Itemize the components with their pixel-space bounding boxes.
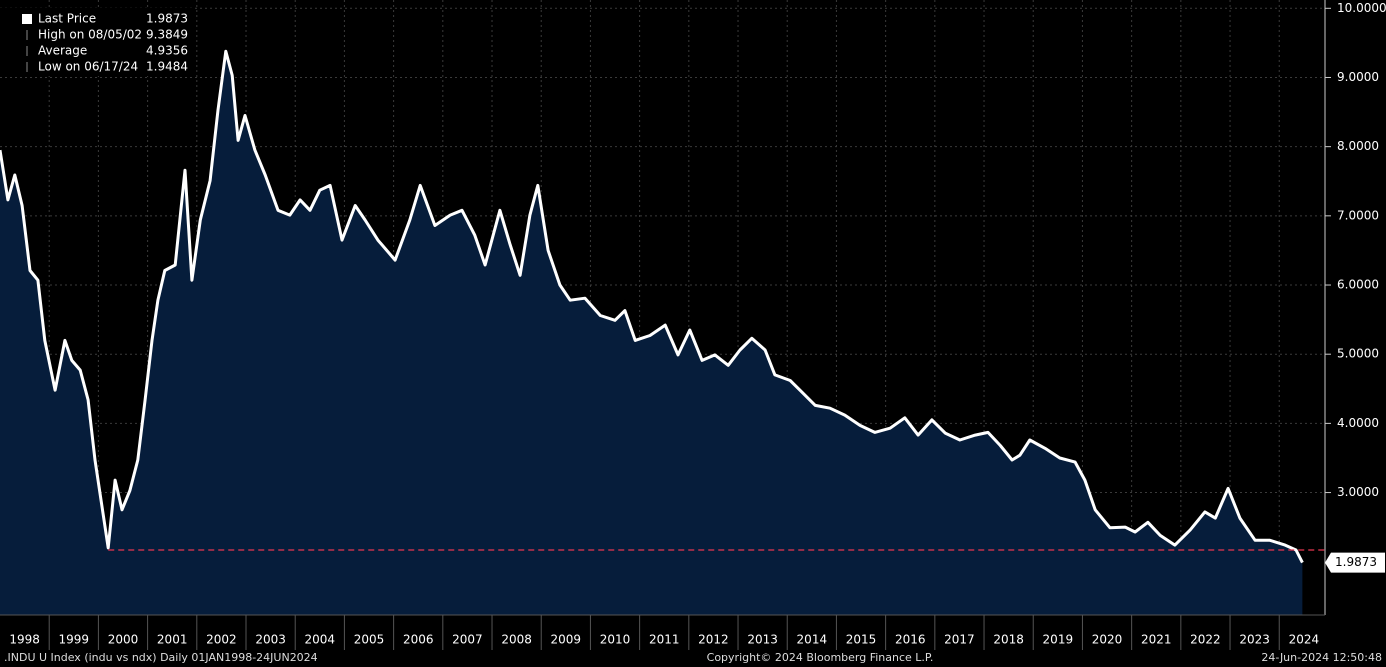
x-tick-label: 2023 — [1239, 633, 1270, 647]
x-tick-label: 2006 — [403, 633, 434, 647]
last-price-label: 1.9873 — [1335, 555, 1377, 569]
legend-label-bg — [36, 12, 170, 26]
legend: Last Price 1.9873 High on 08/05/02 9.3849 Av… — [0, 8, 192, 76]
legend-label: Average — [38, 44, 87, 58]
y-tick-label: 9.0000 — [1337, 70, 1379, 84]
y-tick-label: 5.0000 — [1337, 347, 1379, 361]
area — [0, 51, 1303, 615]
legend-value: 9.3849 — [146, 28, 188, 42]
x-tick-label: 2008 — [501, 633, 532, 647]
x-tick-label: 2024 — [1289, 633, 1320, 647]
x-tick-label: 2015 — [846, 633, 877, 647]
legend-label-bg — [36, 44, 170, 58]
legend-label-bg — [36, 60, 170, 74]
legend-label: High on 08/05/02 — [38, 28, 142, 42]
x-tick-label: 2022 — [1190, 633, 1221, 647]
x-tick-label: 2019 — [1043, 633, 1074, 647]
x-tick-label: 2014 — [797, 633, 828, 647]
x-tick-label: 1999 — [59, 633, 90, 647]
x-tick-label: 2021 — [1141, 633, 1172, 647]
legend-label: Low on 06/17/24 — [38, 60, 138, 74]
y-tick-label: 8.0000 — [1337, 139, 1379, 153]
x-tick-label: 2000 — [108, 633, 139, 647]
x-tick-label: 2003 — [255, 633, 286, 647]
y-tick-label: 4.0000 — [1337, 416, 1379, 430]
x-tick-label: 2013 — [747, 633, 778, 647]
x-tick-label: 2011 — [649, 633, 680, 647]
x-tick-label: 2007 — [452, 633, 483, 647]
legend-label: Last Price — [38, 12, 96, 26]
x-tick-label: 2009 — [551, 633, 582, 647]
x-tick-label: 2016 — [895, 633, 926, 647]
x-tick-label: 2018 — [993, 633, 1024, 647]
legend-value: 4.9356 — [146, 44, 188, 58]
x-tick-label: 2005 — [354, 633, 385, 647]
y-tick-label: 6.0000 — [1337, 278, 1379, 292]
x-tick-label: 2001 — [157, 633, 188, 647]
last-price-box — [1325, 552, 1385, 573]
legend-swatch — [22, 14, 32, 24]
footer-left: .INDU U Index (indu vs ndx) Daily 01JAN1… — [4, 651, 318, 664]
x-tick-label: 2002 — [206, 633, 237, 647]
x-tick-label: 2004 — [305, 633, 336, 647]
legend-label-bg — [36, 28, 170, 42]
x-tick-label: 1998 — [9, 633, 40, 647]
footer-right: 24-Jun-2024 12:50:48 — [1261, 651, 1382, 664]
y-tick-label: 7.0000 — [1337, 208, 1379, 222]
footer-center: Copyright© 2024 Bloomberg Finance L.P. — [707, 651, 934, 664]
legend-value: 1.9873 — [146, 12, 188, 26]
line — [0, 49, 1304, 564]
legend-value: 1.9484 — [146, 60, 188, 74]
x-tick-label: 2010 — [600, 633, 631, 647]
x-tick-label: 2012 — [698, 633, 729, 647]
y-tick-label: 10.0000 — [1337, 1, 1386, 15]
x-tick-label: 2020 — [1092, 633, 1123, 647]
plot: 10.0000 9.0000 8.0000 7.0000 6.0000 5.0000 4.0… — [0, 0, 1386, 650]
y-tick-label: 3.0000 — [1337, 485, 1379, 499]
x-tick-label: 2017 — [944, 633, 975, 647]
